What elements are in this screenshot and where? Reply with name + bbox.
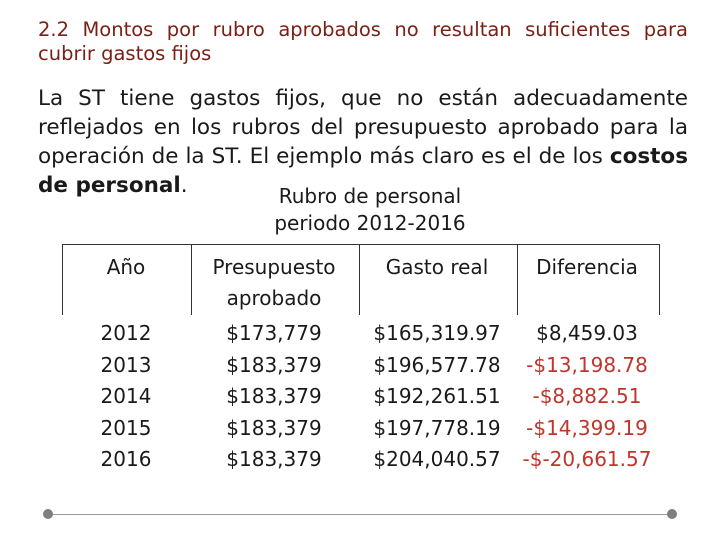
cell-year: 2013 [100,352,152,377]
table-title-line2: periodo 2012-2016 [274,211,466,235]
paragraph-end: . [180,173,188,198]
cell-difference: -$13,198.78 [526,352,648,377]
intro-paragraph: La ST tiene gastos fijos, que no están a… [38,84,688,200]
header-actual: Gasto real [385,255,489,279]
paragraph-text: La ST tiene gastos fijos, que no están a… [38,86,688,169]
cell-difference: -$-20,661.57 [522,447,652,471]
cell-budget: $183,379 [226,447,322,471]
column-divider [359,245,360,315]
header-budget-line2: aprobado [226,286,322,310]
header-difference: Diferencia [536,255,638,279]
cell-budget: $183,379 [226,352,322,377]
section-heading: 2.2 Montos por rubro aprobados no result… [38,18,688,65]
cell-difference: -$14,399.19 [526,415,648,440]
cell-actual: $196,577.78 [373,352,501,377]
column-divider [191,245,192,315]
right-dot-icon [667,509,677,519]
header-budget: Presupuesto aprobado [190,252,358,314]
cell-difference: -$8,882.51 [532,384,642,408]
table-frame [62,244,660,315]
left-dot-icon [43,509,53,519]
cell-actual: $204,040.57 [373,447,501,471]
cell-year: 2012 [100,321,152,345]
cell-actual: $192,261.51 [373,384,501,408]
cell-year: 2016 [100,447,152,471]
table-title-line1: Rubro de personal [278,184,462,208]
cell-year: 2014 [100,384,152,408]
header-year: Año [106,255,146,279]
header-budget-line1: Presupuesto [212,255,336,279]
cell-budget: $183,379 [226,384,322,408]
cell-actual: $165,319.97 [373,321,501,345]
cell-actual: $197,778.19 [373,415,501,440]
footer-rule [48,514,672,515]
cell-budget: $173,779 [226,321,322,345]
cell-year: 2015 [100,415,152,440]
cell-budget: $183,379 [226,415,322,440]
paragraph-bold-text: costos de personal [38,144,688,198]
table-title: Rubro de personal periodo 2012-2016 [200,183,540,237]
cell-difference: $8,459.03 [536,321,638,345]
column-divider [517,245,518,315]
